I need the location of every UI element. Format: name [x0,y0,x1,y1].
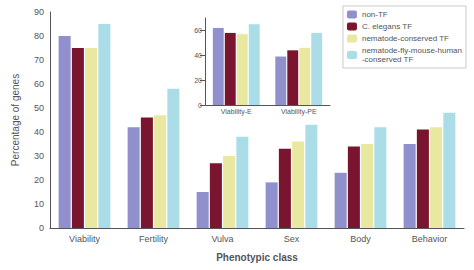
svg-text:0: 0 [39,223,44,233]
svg-text:70: 70 [34,55,44,65]
svg-text:C. elegans TF: C. elegans TF [362,22,412,31]
svg-text:Body: Body [350,234,371,244]
svg-text:Viability: Viability [69,234,100,244]
svg-text:60: 60 [194,27,202,34]
svg-text:60: 60 [34,79,44,89]
svg-text:-conserved TF: -conserved TF [362,55,414,64]
svg-text:0: 0 [198,102,202,109]
svg-text:20: 20 [194,77,202,84]
svg-text:50: 50 [34,103,44,113]
svg-text:Fertility: Fertility [139,234,168,244]
svg-text:40: 40 [194,52,202,59]
svg-text:Percentage of genes: Percentage of genes [10,74,21,166]
svg-text:90: 90 [34,7,44,17]
svg-text:Behavior: Behavior [412,234,448,244]
svg-text:Viability-PE: Viability-PE [281,108,317,116]
svg-text:40: 40 [34,127,44,137]
svg-text:Phenotypic class: Phenotypic class [216,252,298,263]
svg-text:10: 10 [34,199,44,209]
svg-text:30: 30 [34,151,44,161]
svg-text:Viability-E: Viability-E [221,108,252,116]
svg-text:20: 20 [34,175,44,185]
svg-text:Sex: Sex [284,234,300,244]
svg-text:nematode-conserved TF: nematode-conserved TF [362,34,449,43]
svg-text:80: 80 [34,31,44,41]
svg-text:non-TF: non-TF [362,10,388,19]
svg-text:Vulva: Vulva [211,234,233,244]
svg-text:nematode-fly-mouse-human: nematode-fly-mouse-human [362,46,462,55]
